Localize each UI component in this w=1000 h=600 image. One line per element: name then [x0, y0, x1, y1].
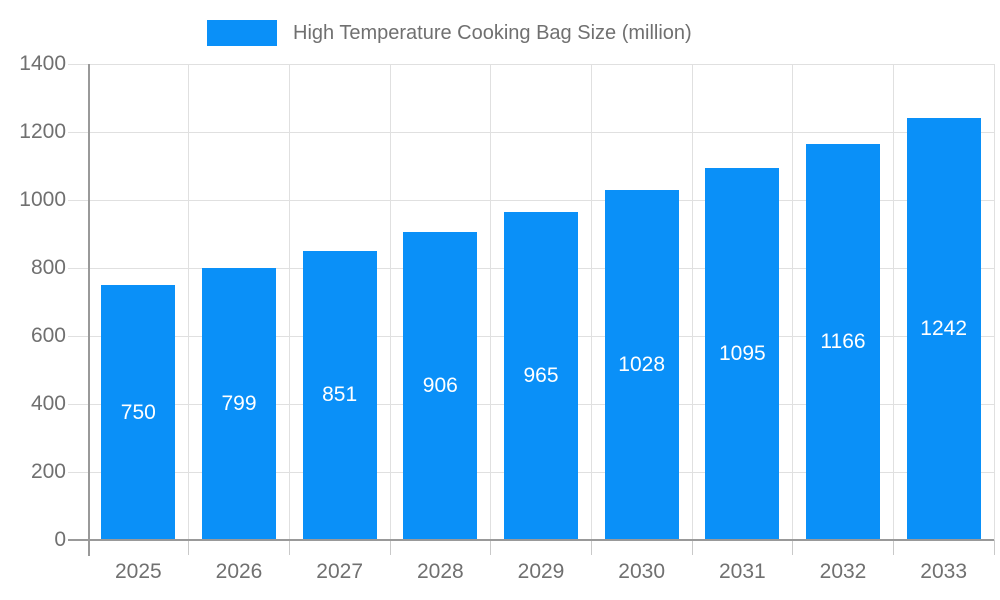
x-axis-tick [490, 540, 492, 555]
legend-swatch-icon [207, 20, 277, 46]
x-tick-label: 2026 [215, 560, 263, 583]
gridline-vertical [892, 64, 894, 540]
x-axis-tick [590, 540, 592, 555]
bar: 1028 [604, 190, 679, 540]
bar-value-label: 799 [221, 392, 257, 416]
y-tick-label: 600 [30, 324, 66, 347]
bar: 1095 [705, 167, 780, 540]
gridline-vertical [288, 64, 290, 540]
gridline-vertical [188, 64, 190, 540]
y-axis-line [88, 64, 90, 556]
y-tick-label: 1400 [19, 52, 66, 75]
gridline-horizontal [68, 131, 994, 133]
x-tick-label: 2030 [618, 560, 666, 583]
x-tick-label: 2032 [819, 560, 867, 583]
gridline-vertical [490, 64, 492, 540]
y-tick-label: 0 [54, 528, 66, 551]
bar: 1242 [906, 117, 981, 540]
x-axis-tick [188, 540, 190, 555]
bar-value-label: 906 [422, 373, 458, 397]
chart-legend: High Temperature Cooking Bag Size (milli… [207, 20, 692, 46]
x-tick-label: 2027 [316, 560, 364, 583]
bar: 965 [504, 211, 578, 540]
legend-label: High Temperature Cooking Bag Size (milli… [293, 22, 692, 44]
bar-value-label: 1166 [820, 329, 866, 353]
bar: 851 [302, 250, 377, 540]
bar-value-label: 750 [120, 400, 156, 424]
bar-value-label: 1095 [718, 341, 766, 365]
gridline-vertical [590, 64, 592, 540]
gridline-horizontal [68, 199, 994, 201]
bar-value-label: 1242 [920, 316, 968, 340]
gridline-vertical [691, 64, 693, 540]
x-axis-tick [993, 540, 995, 555]
plot-area: 750 799 851 906 965 1028 1095 1166 1242 [68, 63, 995, 556]
x-tick-label: 2029 [517, 560, 565, 583]
x-tick-label: 2031 [718, 560, 766, 583]
x-tick-label: 2025 [114, 560, 162, 583]
y-tick-label: 800 [30, 256, 66, 279]
y-tick-label: 1000 [19, 188, 66, 211]
y-tick-label: 200 [30, 460, 66, 483]
bar-value-label: 1028 [618, 353, 666, 377]
gridline-vertical [792, 64, 794, 540]
x-tick-label: 2028 [416, 560, 464, 583]
bar: 799 [202, 268, 276, 540]
bar-value-label: 965 [523, 363, 559, 387]
bar: 1166 [806, 143, 880, 540]
gridline-horizontal [68, 63, 994, 65]
bar-value-label: 851 [322, 383, 358, 407]
gridline-vertical [993, 64, 995, 540]
x-axis-line [68, 539, 994, 541]
x-axis-tick [792, 540, 794, 555]
x-axis-tick [389, 540, 391, 555]
x-axis-tick [892, 540, 894, 555]
gridline-vertical [389, 64, 391, 540]
bar: 906 [403, 231, 478, 540]
x-tick-label: 2033 [920, 560, 968, 583]
x-axis-tick [288, 540, 290, 555]
bar: 750 [101, 285, 176, 540]
y-tick-label: 1200 [19, 120, 66, 143]
y-tick-label: 400 [30, 392, 66, 415]
x-axis-tick [691, 540, 693, 555]
